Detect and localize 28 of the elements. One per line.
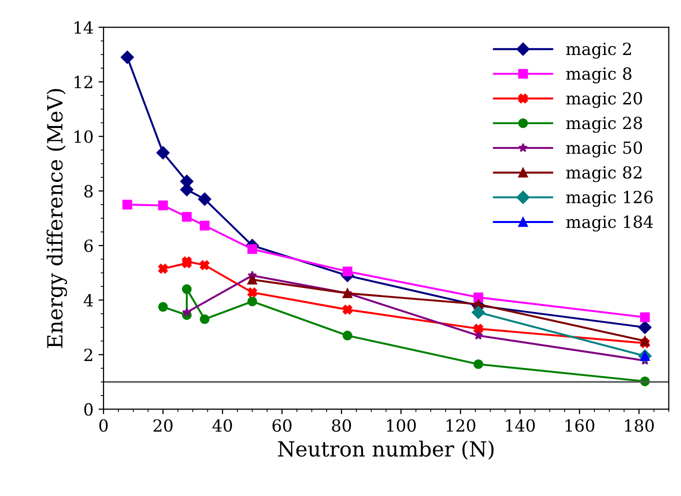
y-tick-label: 12 [74, 76, 92, 88]
x-tick-label: 20 [154, 419, 173, 432]
y-tick-label: 14 [74, 21, 93, 34]
y-tick-label: 6 [84, 239, 93, 252]
legend-label: magic 50 [566, 141, 642, 158]
x-tick-label: 100 [387, 419, 416, 432]
legend-label: magic 20 [566, 92, 642, 108]
x-tick-label: 180 [625, 419, 654, 432]
y-axis-title: Energy difference (MeV) [46, 89, 68, 348]
y-tick-label: 8 [84, 184, 93, 198]
legend-label: magic 184 [566, 215, 653, 232]
x-tick-label: 80 [332, 419, 351, 432]
y-tick-label: 10 [74, 130, 93, 143]
legend-label: magic 28 [566, 116, 642, 133]
x-tick-label: 40 [212, 419, 232, 432]
legend-label: magic 8 [566, 67, 632, 84]
legend-label: magic 82 [566, 166, 642, 182]
x-tick-label: 120 [446, 419, 476, 432]
x-axis-title: Neutron number (N) [278, 440, 494, 460]
legend-label: magic 126 [566, 190, 653, 207]
y-tick-label: 2 [84, 348, 92, 361]
x-tick-label: 60 [272, 419, 292, 432]
y-tick-label: 0 [84, 403, 93, 416]
x-tick-label: 160 [566, 419, 594, 432]
x-tick-label: 0 [99, 419, 108, 432]
x-tick-label: 140 [506, 419, 535, 432]
legend-label: magic 2 [566, 42, 631, 59]
y-tick-label: 4 [84, 294, 93, 306]
